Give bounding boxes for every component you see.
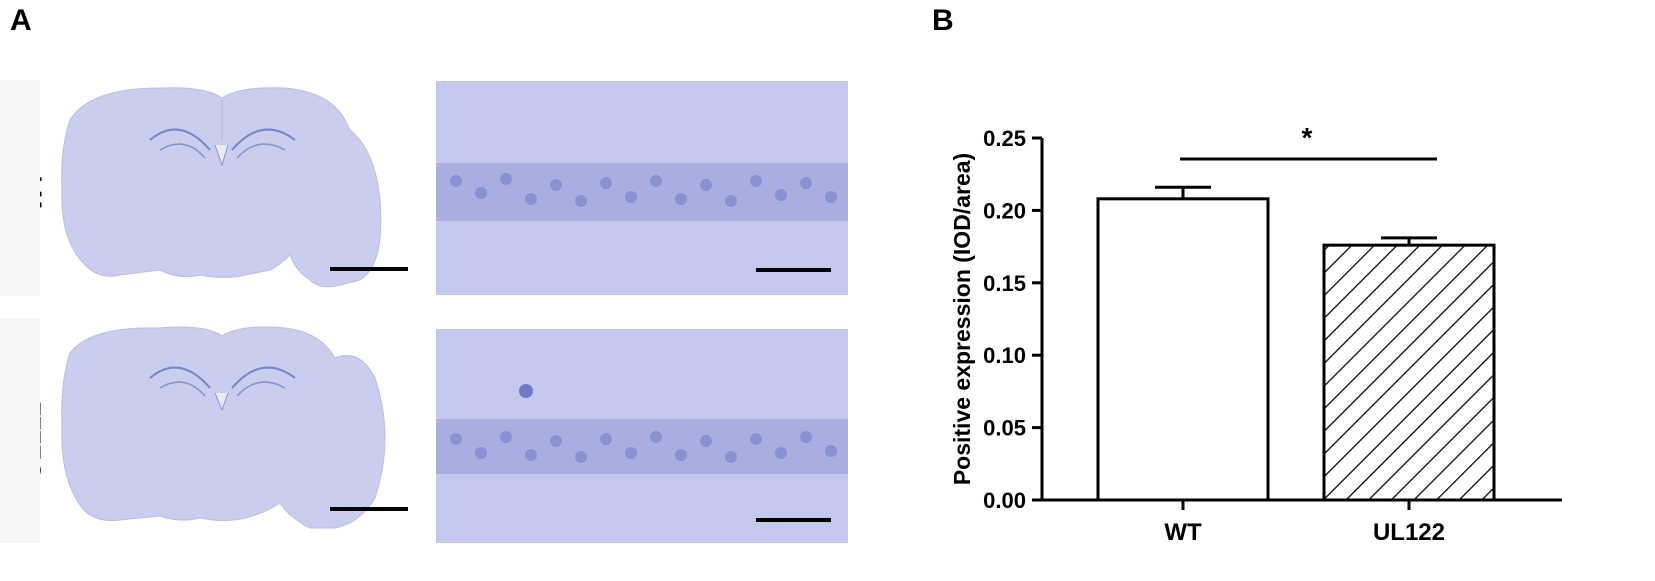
y-tick-label: 0.15 bbox=[983, 271, 1026, 296]
bar-wt bbox=[1096, 197, 1270, 502]
bar-chart: 0.00 0.05 0.10 0.15 0.20 0.25 WT UL122 * Posit… bbox=[949, 122, 1562, 546]
ul122-brain-section-image bbox=[0, 318, 408, 543]
y-tick-label: 0.20 bbox=[983, 198, 1026, 223]
y-tick-label: 0.00 bbox=[983, 488, 1026, 513]
panel-b-letter: B bbox=[932, 4, 954, 37]
x-axis: WT UL122 bbox=[1041, 498, 1562, 546]
y-axis: 0.00 0.05 0.10 0.15 0.20 0.25 bbox=[983, 126, 1044, 513]
x-category-label-wt: WT bbox=[1164, 519, 1202, 546]
bar-ul122 bbox=[1322, 243, 1496, 502]
wt-brain-section-image bbox=[0, 80, 408, 296]
y-tick-label: 0.25 bbox=[983, 126, 1026, 151]
x-category-label-ul122: UL122 bbox=[1373, 519, 1445, 546]
ul122-hippocampus-micrograph bbox=[436, 329, 848, 543]
y-tick-label: 0.05 bbox=[983, 416, 1026, 441]
y-axis-label: Positive expression (IOD/area) bbox=[949, 153, 975, 485]
y-tick-label: 0.10 bbox=[983, 343, 1026, 368]
wt-hippocampus-micrograph bbox=[436, 81, 848, 295]
panel-a-letter: A bbox=[10, 4, 32, 37]
significance-star: * bbox=[1302, 122, 1313, 153]
significance-group: * bbox=[1180, 122, 1437, 161]
bars-group bbox=[1096, 185, 1496, 502]
